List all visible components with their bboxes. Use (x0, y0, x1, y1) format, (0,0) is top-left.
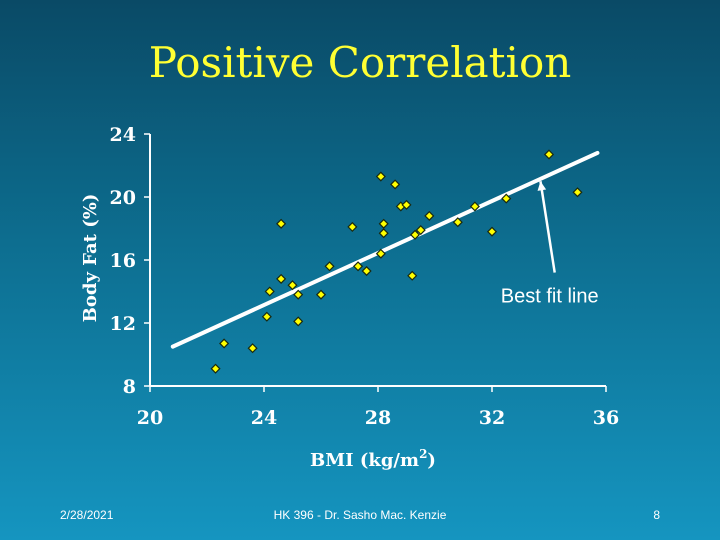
data-point (572, 187, 583, 198)
y-axis-label: Body Fat (%) (80, 194, 101, 323)
data-point (424, 210, 435, 221)
y-tick-label: 24 (110, 124, 136, 146)
slide-title: Positive Correlation (148, 38, 572, 87)
data-point (219, 338, 230, 349)
x-tick-label: 24 (251, 407, 277, 429)
footer-date: 2/28/2021 (60, 508, 114, 522)
data-point (415, 225, 426, 236)
data-point (469, 201, 480, 212)
y-tick-label: 16 (110, 250, 136, 272)
data-point (264, 286, 275, 297)
data-point (293, 316, 304, 327)
y-tick-label: 8 (123, 376, 136, 398)
x-tick-label: 28 (365, 407, 391, 429)
data-point (276, 273, 287, 284)
data-point (210, 363, 221, 374)
data-point (375, 171, 386, 182)
data-point (287, 280, 298, 291)
data-point (293, 289, 304, 300)
data-point (276, 218, 287, 229)
data-point (347, 221, 358, 232)
data-point (401, 199, 412, 210)
tick-labels: 20 24 28 32 36 24 20 16 12 8 (110, 124, 620, 429)
x-axis-label: BMI (kg/m2) (310, 447, 436, 471)
fit-line-group (170, 150, 600, 349)
x-tick-label: 32 (479, 407, 505, 429)
data-point (410, 229, 421, 240)
data-point (390, 179, 401, 190)
annotation-arrow-head (537, 181, 547, 191)
annotation-arrow-line (539, 181, 556, 273)
data-point (378, 228, 389, 239)
chart-axes (144, 133, 607, 392)
data-point (452, 217, 463, 228)
footer-center: HK 396 - Dr. Sasho Mac. Kenzie (273, 508, 447, 522)
data-points (210, 149, 583, 374)
data-point (261, 311, 272, 322)
x-axis-label-main: BMI (kg/m (310, 450, 419, 471)
y-tick-label: 12 (110, 313, 136, 335)
data-point (486, 226, 498, 237)
data-point (375, 248, 386, 259)
annotation-group: Best fit line (501, 181, 599, 308)
data-point (501, 193, 512, 204)
data-point (407, 270, 418, 281)
annotation-label: Best fit line (501, 286, 599, 308)
y-tick-label: 20 (110, 187, 136, 209)
x-axis-label-sup: 2 (419, 447, 427, 461)
data-point (353, 261, 364, 272)
x-tick-label: 20 (137, 407, 163, 429)
data-point (315, 289, 327, 300)
data-point (247, 343, 258, 354)
x-tick-label: 36 (593, 407, 619, 429)
fit-line (170, 150, 600, 349)
page-number: 8 (653, 508, 660, 522)
x-axis-label-suffix: ) (427, 450, 436, 471)
data-point (378, 218, 389, 229)
data-point (324, 261, 335, 272)
data-point (543, 149, 555, 160)
data-point (361, 265, 372, 277)
